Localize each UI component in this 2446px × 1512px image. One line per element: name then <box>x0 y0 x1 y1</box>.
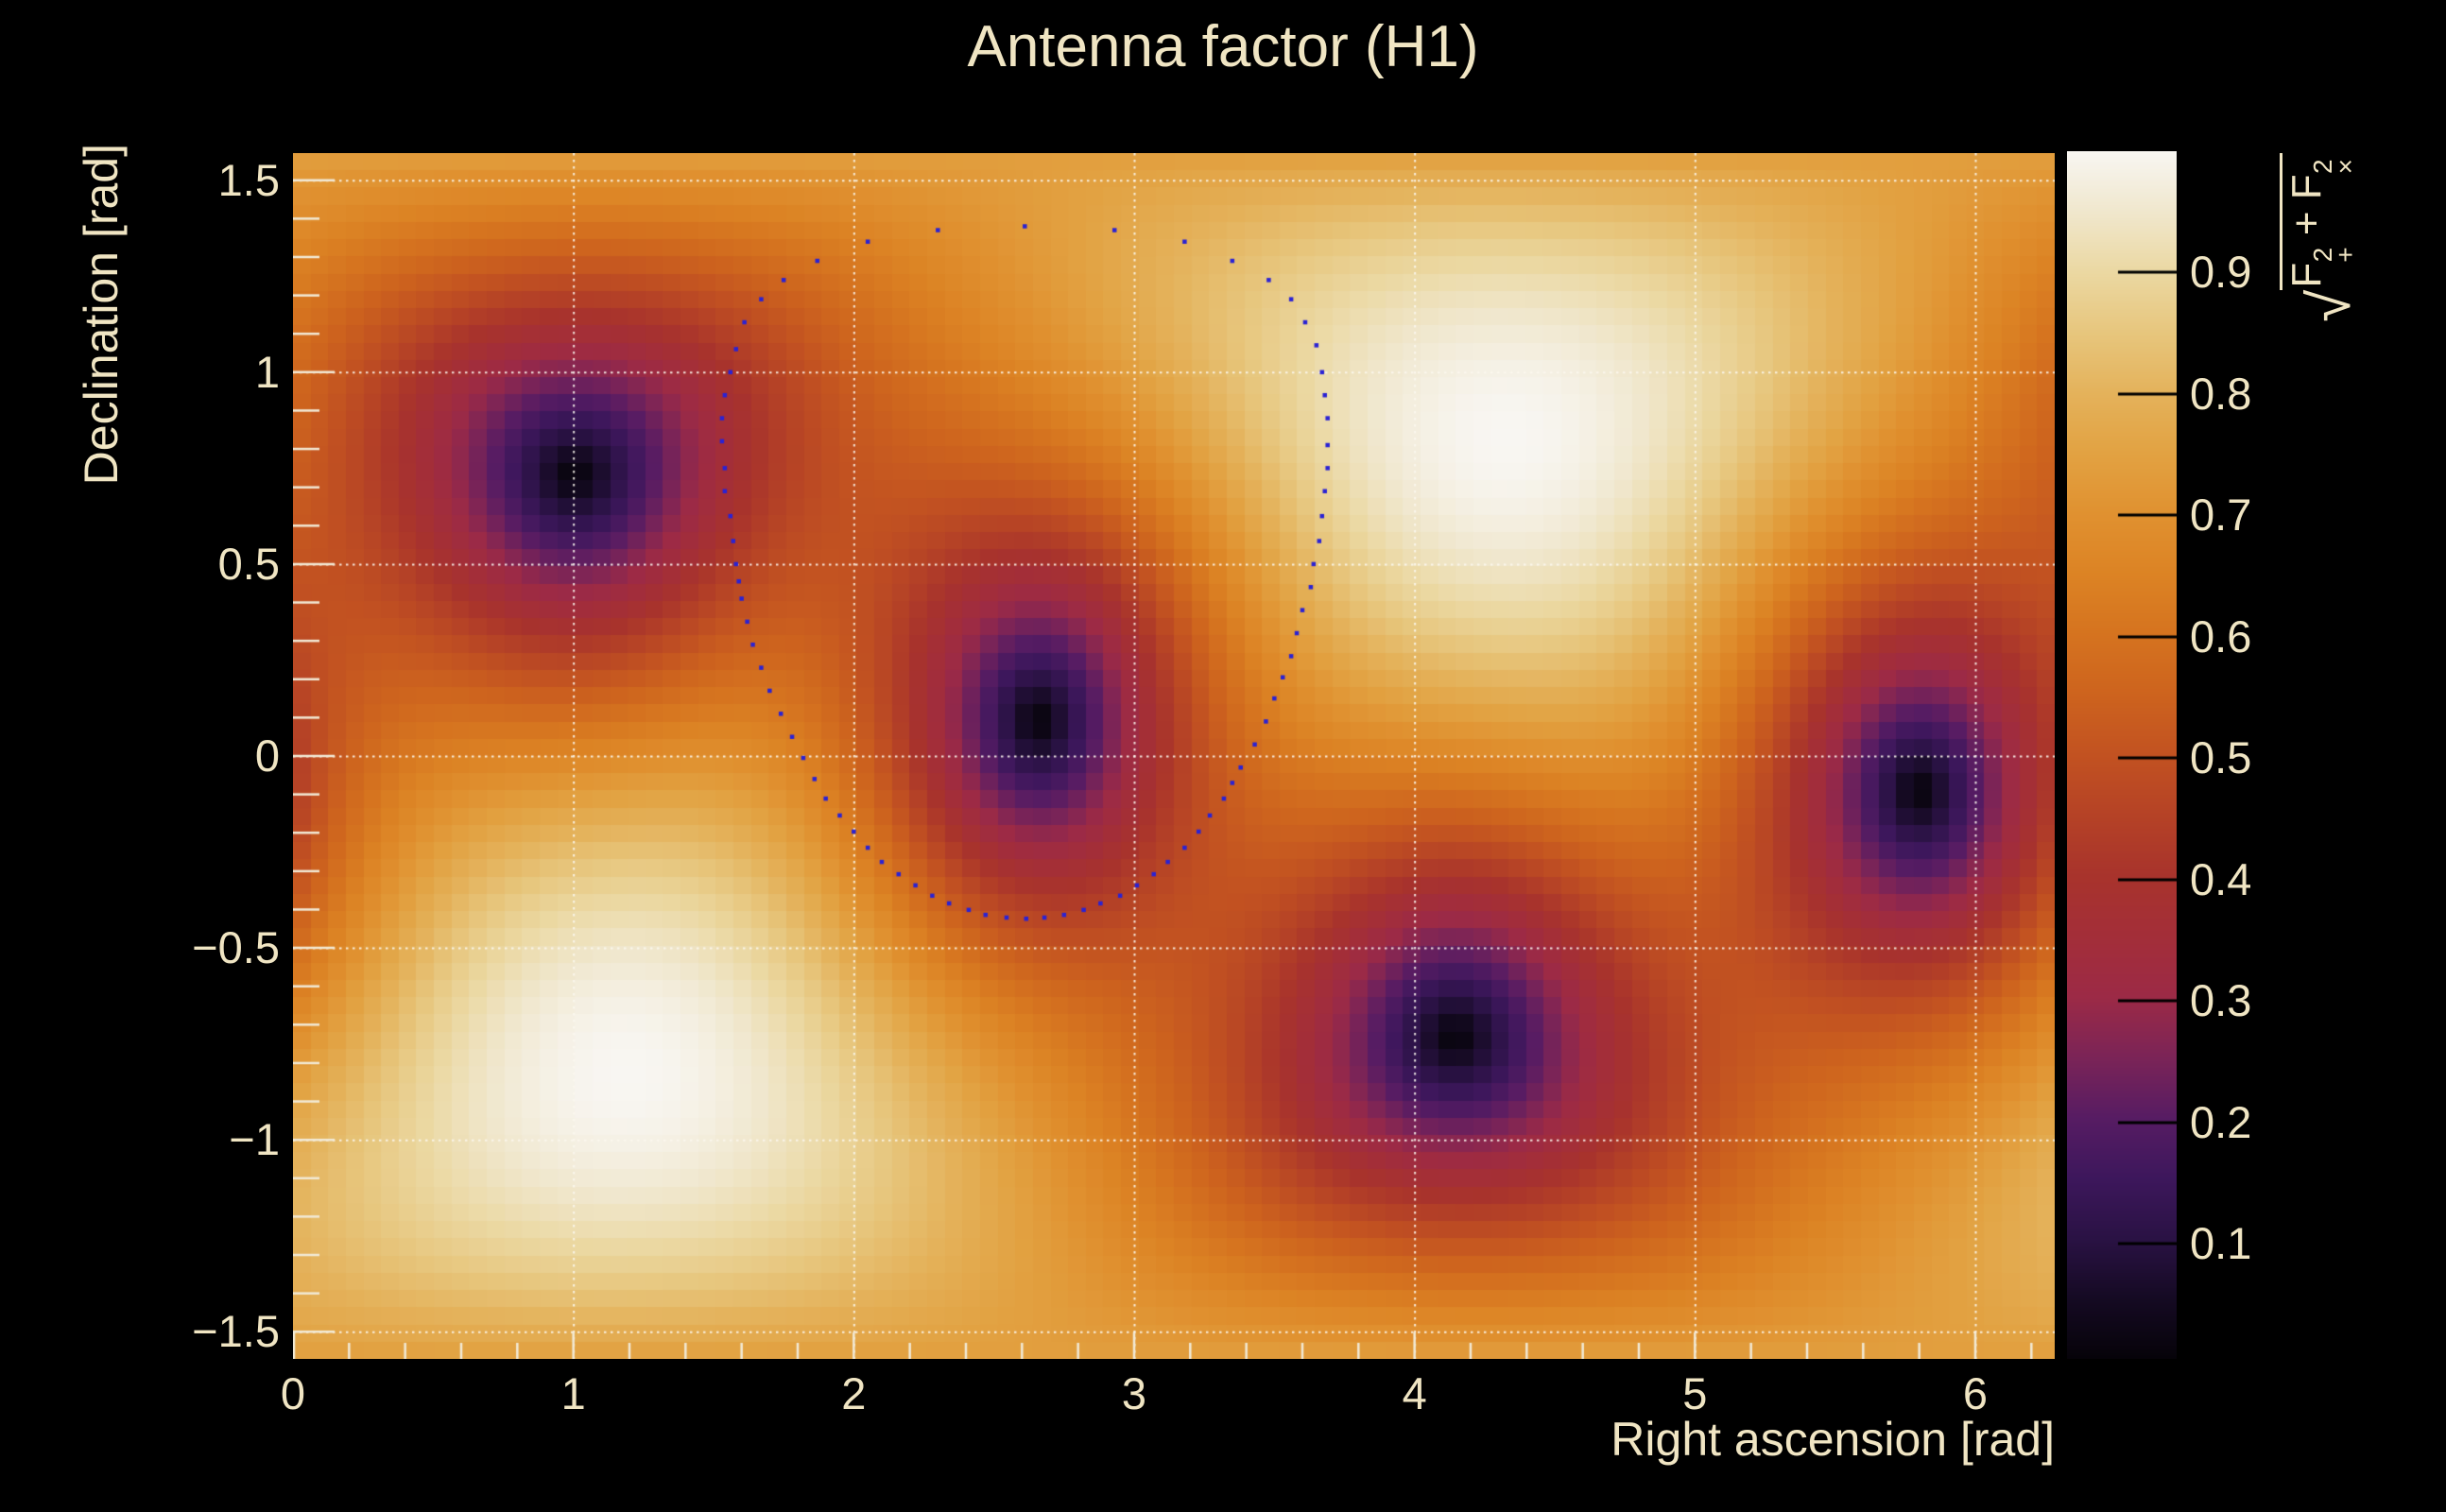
colorbar-tick-label: 0.8 <box>2190 368 2252 419</box>
y-tick-label: 1 <box>254 346 280 397</box>
colorbar-tick-label: 0.7 <box>2190 490 2252 541</box>
x-tick-label: 4 <box>1402 1368 1427 1418</box>
chart-title: Antenna factor (H1) <box>967 14 1479 79</box>
f-symbol: F <box>2283 174 2330 200</box>
x-tick-label: 3 <box>1121 1368 1147 1418</box>
x-axis-title: Right ascension [rad] <box>1611 1413 2055 1466</box>
y-tick-label: 0 <box>254 730 280 781</box>
colorbar-tick-label: 0.6 <box>2190 610 2252 662</box>
colorbar-tick-label: 0.3 <box>2190 975 2252 1026</box>
colorbar-tick-label: 0.9 <box>2190 247 2252 298</box>
y-tick-label: 0.5 <box>217 538 280 589</box>
x-tick-label: 5 <box>1682 1368 1708 1418</box>
colorbar-canvas <box>2067 151 2177 1359</box>
y-tick-label: −1.5 <box>192 1306 280 1357</box>
exponent-subscript-stack: 2 × <box>2308 159 2360 175</box>
y-tick-label: 1.5 <box>217 154 280 205</box>
colorbar-tick-label: 0.4 <box>2190 853 2252 904</box>
x-tick-label: 6 <box>1962 1368 1989 1418</box>
plus-operator: + <box>2283 199 2330 248</box>
colorbar-tick-label: 0.1 <box>2190 1217 2252 1268</box>
x-tick-label: 1 <box>560 1368 586 1418</box>
y-tick-label: −1 <box>229 1114 280 1165</box>
colorbar-tick-label: 0.2 <box>2190 1096 2252 1147</box>
x-tick-label: 2 <box>841 1368 867 1418</box>
x-tick-label: 0 <box>280 1368 306 1418</box>
y-tick-label: −0.5 <box>192 922 280 973</box>
colorbar-tick-label: 0.5 <box>2190 732 2252 783</box>
heatmap-canvas <box>293 153 2055 1359</box>
